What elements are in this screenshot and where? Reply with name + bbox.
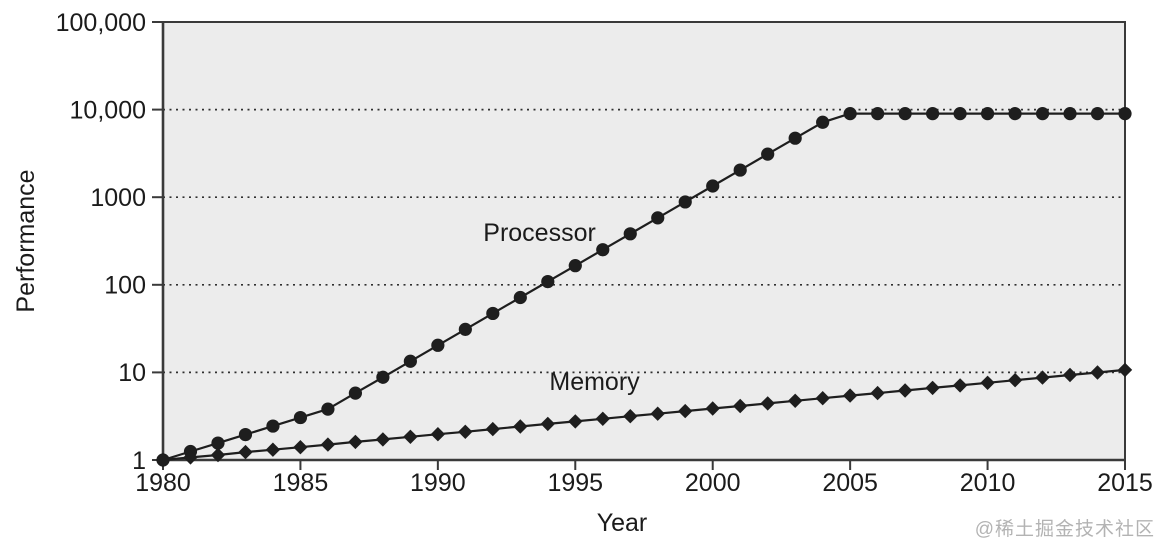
processor-data-point bbox=[706, 179, 720, 193]
processor-data-point bbox=[816, 115, 830, 129]
processor-data-point bbox=[596, 243, 610, 257]
x-tick-label: 1980 bbox=[135, 469, 191, 497]
memory-data-point bbox=[980, 375, 995, 390]
x-axis-title: Year bbox=[597, 509, 648, 537]
memory-data-point bbox=[595, 411, 610, 426]
memory-data-point bbox=[430, 427, 446, 442]
processor-data-point bbox=[513, 290, 527, 305]
memory-data-point bbox=[238, 444, 253, 460]
processor-data-point bbox=[1035, 107, 1050, 121]
memory-data-point bbox=[568, 414, 583, 429]
memory-data-point bbox=[870, 385, 885, 401]
processor-data-point bbox=[733, 163, 747, 177]
memory-data-point bbox=[320, 437, 336, 452]
processor-data-point bbox=[431, 338, 445, 352]
y-tick-label: 10 bbox=[118, 359, 146, 387]
processor-data-point bbox=[843, 107, 857, 121]
memory-data-point bbox=[293, 440, 308, 455]
memory-data-point bbox=[1062, 367, 1078, 383]
x-tick-label: 1995 bbox=[547, 469, 603, 497]
memory-data-point bbox=[678, 403, 693, 419]
y-tick-label: 10,000 bbox=[70, 96, 146, 124]
memory-data-point bbox=[403, 429, 418, 444]
y-tick-label: 100 bbox=[104, 272, 146, 300]
x-tick-label: 1990 bbox=[410, 469, 466, 497]
memory-data-point bbox=[1035, 370, 1050, 385]
x-tick-label: 2005 bbox=[822, 469, 878, 497]
processor-data-point bbox=[211, 436, 225, 450]
y-tick-label: 100,000 bbox=[56, 9, 146, 37]
memory-data-point bbox=[925, 380, 940, 396]
series-label-processor: Processor bbox=[483, 219, 596, 247]
x-tick-label: 2015 bbox=[1097, 469, 1153, 497]
processor-data-point bbox=[678, 195, 692, 209]
processor-data-point bbox=[651, 211, 665, 225]
processor-data-point bbox=[871, 107, 885, 121]
processor-data-point bbox=[788, 131, 802, 145]
memory-data-point bbox=[788, 393, 803, 408]
memory-data-point bbox=[897, 383, 913, 398]
processor-data-point bbox=[623, 227, 637, 241]
y-axis-title: Performance bbox=[12, 169, 40, 312]
memory-data-point bbox=[375, 432, 391, 447]
processor-data-point bbox=[1008, 107, 1022, 121]
processor-data-point bbox=[980, 107, 995, 121]
memory-data-point bbox=[623, 409, 638, 424]
memory-data-point bbox=[265, 442, 281, 457]
watermark: @稀土掘金技术社区 bbox=[974, 519, 1155, 540]
memory-data-point bbox=[842, 388, 858, 403]
memory-data-point bbox=[760, 396, 775, 411]
processor-data-point bbox=[403, 354, 417, 368]
memory-data-point bbox=[210, 447, 226, 463]
processor-data-point bbox=[458, 322, 472, 336]
processor-data-point bbox=[953, 107, 967, 121]
processor-data-point bbox=[1063, 107, 1077, 121]
memory-data-point bbox=[540, 416, 555, 432]
memory-data-point bbox=[1090, 365, 1105, 380]
plot-area bbox=[163, 22, 1125, 460]
memory-data-point bbox=[513, 419, 528, 434]
x-tick-label: 1985 bbox=[273, 469, 329, 497]
memory-data-point bbox=[705, 401, 720, 416]
processor-data-point bbox=[926, 107, 940, 121]
processor-data-point bbox=[898, 107, 912, 121]
processor-data-point bbox=[266, 419, 280, 433]
processor-data-point bbox=[321, 402, 335, 416]
processor-data-point bbox=[1118, 107, 1132, 121]
memory-data-point bbox=[815, 391, 830, 406]
processor-data-point bbox=[293, 410, 308, 425]
processor-data-point bbox=[1090, 107, 1105, 121]
memory-data-point bbox=[952, 378, 968, 393]
x-tick-label: 2010 bbox=[960, 469, 1016, 497]
y-tick-label: 1 bbox=[132, 447, 146, 475]
memory-data-point bbox=[1117, 362, 1133, 378]
y-tick-label: 1000 bbox=[90, 184, 146, 212]
processor-data-point bbox=[376, 370, 390, 384]
memory-data-point bbox=[650, 406, 665, 421]
processor-data-point bbox=[348, 386, 362, 400]
memory-data-point bbox=[348, 434, 363, 450]
series-label-memory: Memory bbox=[549, 368, 640, 396]
processor-data-point bbox=[568, 259, 582, 273]
memory-data-point bbox=[1007, 373, 1023, 388]
memory-data-point bbox=[458, 424, 473, 439]
memory-data-point bbox=[183, 450, 198, 465]
memory-data-point bbox=[155, 452, 171, 468]
processor-data-point bbox=[761, 147, 775, 161]
processor-data-point bbox=[238, 427, 253, 442]
x-tick-label: 2000 bbox=[685, 469, 741, 497]
memory-data-point bbox=[485, 421, 500, 437]
processor-data-point bbox=[486, 306, 500, 321]
memory-data-point bbox=[733, 398, 748, 414]
processor-data-point bbox=[541, 274, 555, 289]
